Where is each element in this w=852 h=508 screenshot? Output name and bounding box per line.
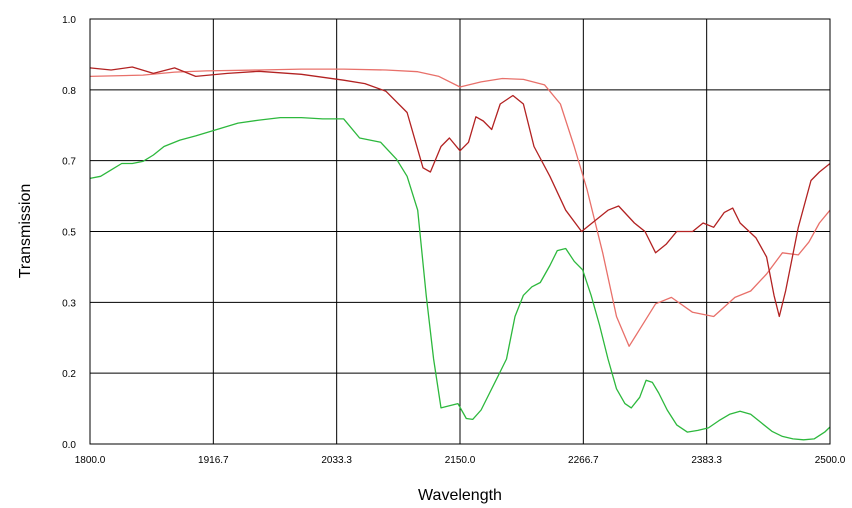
x-tick-label: 2033.3: [321, 455, 352, 466]
series-line-2: [89, 66, 831, 318]
x-axis-label: Wavelength: [418, 487, 502, 504]
y-tick-label: 0.7: [62, 157, 76, 168]
y-tick-label: 0.3: [62, 298, 76, 309]
y-tick-label: 0.0: [62, 440, 76, 451]
x-tick-label: 2266.7: [568, 455, 599, 466]
y-tick-label: 0.2: [62, 369, 76, 380]
x-tick-label: 1916.7: [198, 455, 229, 466]
series-line-1: [89, 68, 831, 347]
y-tick-label: 0.8: [62, 86, 76, 97]
plot-frame: [89, 18, 831, 445]
series-line-3: [89, 116, 831, 441]
x-tick-label: 2383.3: [691, 455, 722, 466]
x-tick-label: 1800.0: [75, 455, 106, 466]
y-tick-labels: 0.0 0.2 0.3 0.5 0.7 0.8 1.0: [62, 15, 76, 451]
y-axis-label: Transmission: [17, 184, 34, 279]
x-tick-label: 2150.0: [445, 455, 476, 466]
series-layer: [89, 66, 831, 441]
x-tick-label: 2500.0: [815, 455, 846, 466]
grid-lines: [90, 19, 830, 444]
y-tick-label: 0.5: [62, 228, 76, 239]
x-tick-labels: 1800.0 1916.7 2033.3 2150.0 2266.7 2383.3 2500…: [75, 455, 846, 466]
y-tick-label: 1.0: [62, 15, 76, 26]
